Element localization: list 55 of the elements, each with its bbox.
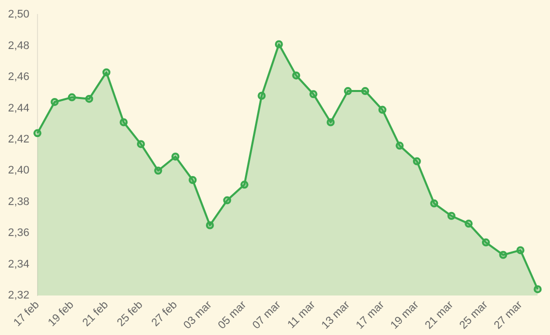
y-tick-label: 2,46 bbox=[8, 71, 30, 84]
x-tick-label: 03 mar bbox=[181, 298, 214, 332]
point bbox=[412, 157, 421, 166]
point bbox=[274, 40, 283, 48]
y-tick-label: 2,44 bbox=[8, 102, 30, 114]
x-tick-label: 27 feb bbox=[150, 298, 180, 330]
x-tick-label: 17 feb bbox=[12, 298, 42, 330]
point bbox=[258, 92, 266, 100]
point bbox=[396, 142, 404, 150]
point bbox=[534, 285, 542, 294]
point bbox=[482, 238, 490, 246]
point bbox=[240, 180, 248, 189]
x-tick-label: 21 mar bbox=[422, 298, 456, 332]
y-tick-label: 2,38 bbox=[8, 196, 30, 208]
x-tick-label: 19 feb bbox=[46, 298, 76, 330]
point bbox=[309, 90, 318, 98]
point bbox=[68, 93, 76, 102]
x-tick-label: 05 mar bbox=[216, 298, 249, 332]
x-tick-label: 25 mar bbox=[457, 298, 490, 332]
point bbox=[154, 166, 162, 175]
point bbox=[344, 87, 352, 96]
x-tick-label: 11 mar bbox=[286, 298, 318, 332]
point bbox=[464, 220, 473, 228]
point bbox=[447, 212, 456, 220]
point bbox=[499, 250, 508, 259]
point bbox=[171, 152, 180, 161]
y-tick-label: 2,36 bbox=[8, 227, 30, 240]
point bbox=[188, 176, 197, 184]
point bbox=[136, 140, 145, 148]
point bbox=[292, 71, 300, 80]
point bbox=[206, 221, 214, 230]
y-tick-label: 2,34 bbox=[8, 258, 30, 270]
x-tick-label: 19 mar bbox=[388, 298, 422, 332]
point bbox=[33, 129, 42, 138]
point bbox=[378, 106, 386, 114]
point bbox=[223, 196, 232, 204]
point bbox=[102, 68, 110, 76]
point bbox=[361, 87, 370, 96]
point bbox=[516, 246, 524, 254]
x-tick-label: 13 mar bbox=[319, 298, 352, 332]
point bbox=[85, 94, 94, 103]
x-tick-label: 27 mar bbox=[492, 298, 525, 332]
y-tick-label: 2,50 bbox=[8, 8, 30, 21]
x-tick-label: 21 feb bbox=[80, 298, 111, 330]
x-tick-label: 25 feb bbox=[115, 298, 146, 330]
x-tick-label: 17 mar bbox=[354, 298, 387, 332]
point bbox=[120, 118, 128, 126]
point bbox=[326, 118, 335, 126]
x-tick-label: 07 mar bbox=[250, 298, 284, 332]
point bbox=[50, 98, 59, 106]
y-tick-label: 2,40 bbox=[8, 164, 30, 177]
point bbox=[430, 199, 438, 208]
y-tick-label: 2,32 bbox=[8, 289, 30, 302]
y-tick-label: 2,42 bbox=[8, 133, 30, 146]
y-tick-label: 2,48 bbox=[8, 40, 30, 52]
